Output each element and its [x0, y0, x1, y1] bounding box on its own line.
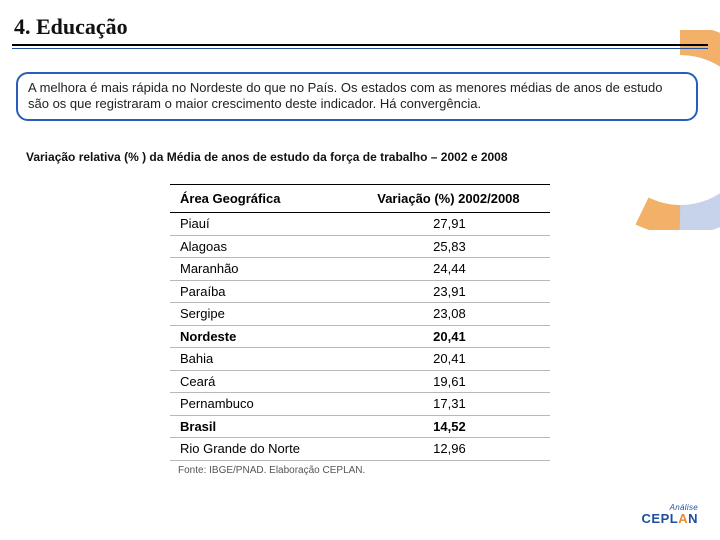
chart-title: Variação relativa (% ) da Média de anos … [26, 150, 694, 164]
cell-area: Alagoas [170, 235, 347, 258]
cell-area: Maranhão [170, 258, 347, 281]
footer-logo: Análise CEPLAN [642, 505, 698, 526]
cell-value: 27,91 [347, 213, 550, 236]
slide-title: 4. Educação [14, 14, 128, 40]
cell-area: Bahia [170, 348, 347, 371]
cell-area: Ceará [170, 370, 347, 393]
table-row: Maranhão24,44 [170, 258, 550, 281]
title-rule-secondary [12, 48, 708, 49]
cell-value: 12,96 [347, 438, 550, 461]
logo-line2: CEPLAN [642, 511, 698, 526]
cell-area: Paraíba [170, 280, 347, 303]
cell-area: Sergipe [170, 303, 347, 326]
table-row: Bahia20,41 [170, 348, 550, 371]
table-row: Rio Grande do Norte12,96 [170, 438, 550, 461]
cell-area: Pernambuco [170, 393, 347, 416]
cell-area: Rio Grande do Norte [170, 438, 347, 461]
background-arc-graphic [580, 30, 720, 230]
col-header-area: Área Geográfica [170, 185, 347, 213]
table-row: Alagoas25,83 [170, 235, 550, 258]
cell-area: Piauí [170, 213, 347, 236]
cell-area: Nordeste [170, 325, 347, 348]
cell-value: 24,44 [347, 258, 550, 281]
data-table: Área Geográfica Variação (%) 2002/2008 P… [170, 184, 550, 461]
table-row: Sergipe23,08 [170, 303, 550, 326]
cell-value: 19,61 [347, 370, 550, 393]
cell-value: 23,91 [347, 280, 550, 303]
cell-area: Brasil [170, 415, 347, 438]
table-row: Paraíba23,91 [170, 280, 550, 303]
data-table-container: Área Geográfica Variação (%) 2002/2008 P… [170, 184, 550, 476]
cell-value: 20,41 [347, 325, 550, 348]
col-header-variation: Variação (%) 2002/2008 [347, 185, 550, 213]
cell-value: 14,52 [347, 415, 550, 438]
cell-value: 25,83 [347, 235, 550, 258]
cell-value: 23,08 [347, 303, 550, 326]
table-row: Pernambuco17,31 [170, 393, 550, 416]
callout-text: A melhora é mais rápida no Nordeste do q… [28, 80, 662, 111]
table-row: Ceará19,61 [170, 370, 550, 393]
table-row: Brasil14,52 [170, 415, 550, 438]
table-row: Nordeste20,41 [170, 325, 550, 348]
cell-value: 17,31 [347, 393, 550, 416]
title-rule [12, 44, 708, 46]
cell-value: 20,41 [347, 348, 550, 371]
table-source: Fonte: IBGE/PNAD. Elaboração CEPLAN. [170, 461, 550, 476]
callout-box: A melhora é mais rápida no Nordeste do q… [16, 72, 698, 121]
table-row: Piauí27,91 [170, 213, 550, 236]
